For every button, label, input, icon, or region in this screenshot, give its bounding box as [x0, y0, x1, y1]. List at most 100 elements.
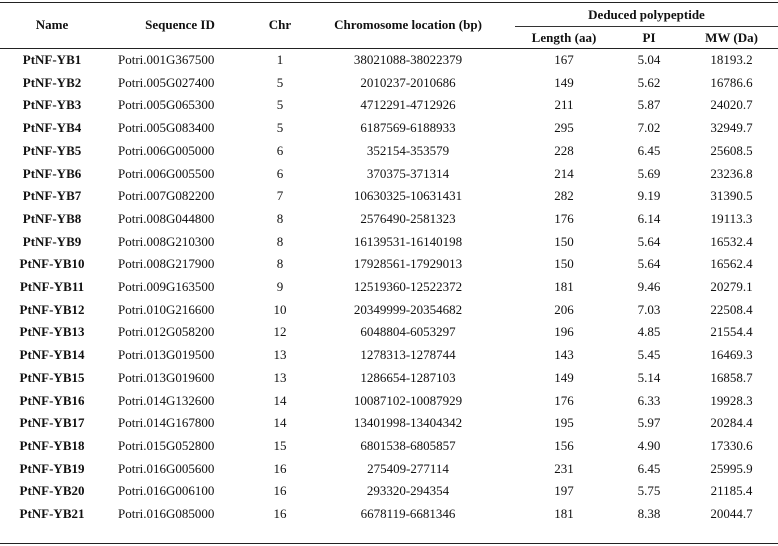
cell-sequence-id: Potri.006G005500 [118, 165, 215, 181]
bottom-rule [0, 543, 778, 544]
cell-sequence-id: Potri.010G216600 [118, 301, 215, 317]
cell-length: 214 [554, 165, 574, 181]
cell-location: 2010237-2010686 [360, 74, 456, 90]
cell-sequence-id: Potri.007G082200 [118, 188, 215, 204]
cell-sequence-id: Potri.013G019500 [118, 347, 215, 363]
cell-chr: 5 [276, 97, 284, 113]
cell-chr: 16 [273, 460, 287, 476]
cell-length: 206 [554, 301, 574, 317]
cell-location: 370375-371314 [366, 165, 450, 181]
cell-mw: 25608.5 [710, 142, 753, 158]
cell-name: PtNF-YB19 [19, 460, 85, 476]
cell-location: 293320-294354 [366, 483, 450, 499]
cell-length: 295 [554, 120, 574, 136]
cell-name: PtNF-YB15 [19, 369, 85, 385]
cell-length: 176 [554, 210, 574, 226]
cell-chr: 1 [276, 52, 284, 67]
cell-location: 4712291-4712926 [360, 97, 456, 113]
cell-sequence-id: Potri.016G085000 [118, 506, 215, 521]
cell-sequence-id: Potri.009G163500 [118, 279, 215, 294]
cell-mw: 20044.7 [710, 506, 753, 521]
cell-chr: 8 [276, 210, 284, 226]
cell-mw: 23236.8 [710, 165, 753, 181]
cell-pi: 5.62 [637, 74, 661, 90]
cell-location: 6801538-6805857 [360, 437, 456, 453]
header-rule [0, 48, 778, 49]
cell-location: 275409-277114 [367, 460, 449, 476]
cell-pi: 6.14 [637, 210, 661, 226]
cell-sequence-id: Potri.001G367500 [118, 52, 215, 67]
cell-mw: 16858.7 [710, 369, 753, 385]
cell-chr: 9 [276, 279, 284, 294]
cell-location: 10087102-10087929 [353, 392, 463, 408]
cell-location: 13401998-13404342 [353, 415, 463, 431]
header-name: Name [35, 17, 69, 32]
cell-chr: 7 [276, 188, 284, 204]
cell-pi: 8.38 [637, 506, 661, 521]
cell-length: 211 [554, 97, 574, 113]
cell-chr: 14 [273, 415, 287, 431]
cell-chr: 8 [276, 233, 284, 249]
cell-name: PtNF-YB3 [22, 97, 82, 113]
cell-mw: 31390.5 [710, 188, 753, 204]
cell-sequence-id: Potri.005G065300 [118, 97, 215, 113]
cell-sequence-id: Potri.008G217900 [118, 256, 215, 272]
cell-sequence-id: Potri.013G019600 [118, 369, 215, 385]
cell-length: 195 [554, 415, 574, 431]
cell-name: PtNF-YB6 [22, 165, 82, 181]
cell-sequence-id: Potri.016G005600 [118, 460, 215, 476]
cell-name: PtNF-YB12 [19, 301, 85, 317]
cell-name: PtNF-YB2 [22, 74, 82, 90]
cell-name: PtNF-YB11 [19, 279, 85, 294]
cell-mw: 32949.7 [710, 120, 753, 136]
cell-pi: 5.45 [637, 347, 661, 363]
cell-sequence-id: Potri.008G210300 [118, 233, 215, 249]
cell-pi: 5.97 [637, 415, 661, 431]
cell-mw: 19113.3 [710, 210, 753, 226]
cell-mw: 20284.4 [710, 415, 753, 431]
header-location: Chromosome location (bp) [334, 17, 482, 32]
cell-name: PtNF-YB4 [22, 120, 82, 136]
cell-name: PtNF-YB5 [22, 142, 82, 158]
cell-mw: 16786.6 [710, 74, 753, 90]
header-mw: MW (Da) [705, 30, 758, 45]
cell-location: 1286654-1287103 [360, 369, 456, 385]
cell-pi: 5.64 [637, 256, 661, 272]
cell-location: 20349999-20354682 [353, 301, 463, 317]
cell-location: 17928561-17929013 [353, 256, 463, 272]
cell-mw: 24020.7 [710, 97, 753, 113]
cell-sequence-id: Potri.014G132600 [118, 392, 215, 408]
cell-sequence-id: Potri.005G027400 [118, 74, 215, 90]
cell-pi: 6.33 [637, 392, 661, 408]
cell-chr: 14 [273, 392, 287, 408]
cell-pi: 6.45 [637, 142, 661, 158]
header-length: Length (aa) [531, 30, 597, 45]
header-sequence-id: Sequence ID [145, 17, 215, 32]
cell-chr: 13 [273, 369, 287, 385]
cell-chr: 15 [273, 437, 287, 453]
cell-mw: 22508.4 [710, 301, 753, 317]
cell-chr: 16 [273, 506, 287, 521]
header-deduced-polypeptide: Deduced polypeptide [588, 7, 705, 22]
cell-location: 1278313-1278744 [360, 347, 456, 363]
cell-pi: 4.85 [637, 324, 661, 340]
cell-length: 231 [554, 460, 574, 476]
cell-name: PtNF-YB8 [22, 210, 82, 226]
cell-name: PtNF-YB18 [19, 437, 85, 453]
cell-chr: 6 [276, 165, 284, 181]
cell-location: 6678119-6681346 [360, 506, 456, 521]
cell-pi: 5.14 [637, 369, 661, 385]
cell-length: 176 [554, 392, 574, 408]
cell-length: 181 [554, 506, 574, 521]
cell-location: 12519360-12522372 [353, 279, 463, 294]
cell-chr: 13 [273, 347, 287, 363]
cell-location: 16139531-16140198 [353, 233, 463, 249]
cell-pi: 5.75 [637, 483, 661, 499]
cell-length: 149 [554, 74, 574, 90]
cell-chr: 5 [276, 74, 284, 90]
cell-chr: 6 [276, 142, 284, 158]
cell-name: PtNF-YB7 [22, 188, 82, 204]
cell-sequence-id: Potri.006G005000 [118, 142, 215, 158]
cell-name: PtNF-YB13 [19, 324, 85, 340]
cell-pi: 7.02 [637, 120, 661, 136]
